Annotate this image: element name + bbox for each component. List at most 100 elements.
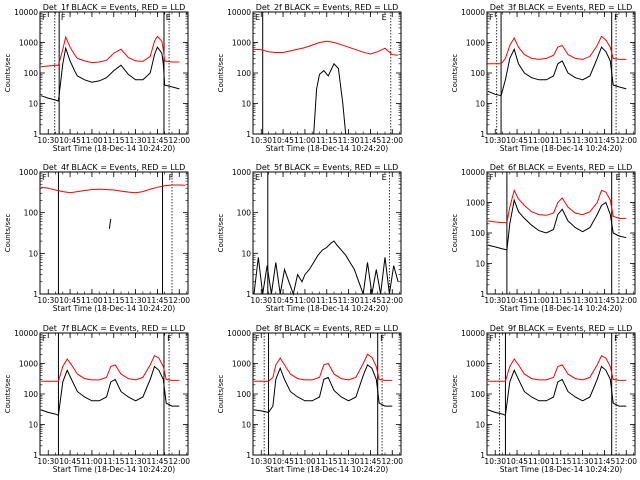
y-tick-label: 100 [237, 209, 252, 218]
x-tick-label: 11:15 [550, 296, 572, 305]
panel-title: Det_9f BLACK = Events, RED = LLD [490, 324, 633, 333]
flag-marker: F [167, 334, 172, 343]
x-tick-label: 11:45 [594, 296, 616, 305]
x-tick-label: 10:30 [250, 136, 272, 145]
flag-marker: F [614, 334, 619, 343]
x-tick-label: 11:30 [125, 296, 147, 305]
x-tick-label: 11:45 [360, 296, 382, 305]
y-tick-label: 100 [471, 390, 486, 399]
flag-marker: E [382, 13, 387, 22]
panel-title: Det_4f BLACK = Events, RED = LLD [43, 163, 186, 172]
flag-marker: E [255, 173, 260, 182]
flag-marker: F [61, 13, 66, 22]
x-tick-label: 10:45 [272, 457, 294, 466]
x-tick-label: 10:45 [506, 457, 528, 466]
y-tick-label: 10 [241, 421, 251, 430]
x-tick-label: 11:15 [316, 457, 338, 466]
x-tick-label: 11:30 [338, 296, 360, 305]
y-tick-label: 10000 [461, 168, 485, 177]
y-tick-label: 10000 [14, 8, 38, 17]
y-axis-label: Counts/sec [4, 54, 12, 93]
y-tick-label: 1000 [466, 39, 485, 48]
x-tick-label: 10:30 [37, 457, 59, 466]
x-tick-label: 10:30 [37, 136, 59, 145]
x-tick-label: 11:15 [316, 136, 338, 145]
events-series-line [253, 240, 399, 296]
flag-marker: E [382, 173, 387, 182]
x-tick-label: 11:30 [572, 136, 594, 145]
flag-marker: F [489, 13, 494, 22]
panel-title: Det_7f BLACK = Events, RED = LLD [43, 324, 186, 333]
x-tick-label: 11:45 [594, 136, 616, 145]
y-tick-label: 1 [480, 130, 485, 139]
x-tick-label: 10:30 [484, 136, 506, 145]
x-tick-label: 11:15 [316, 296, 338, 305]
y-tick-label: 1 [480, 451, 485, 460]
detector-panel-5: Det_5f BLACK = Events, RED = LLD 1 10 100 10… [217, 163, 403, 313]
x-axis-label: Start Time (18-Dec-14 10:24:20) [266, 304, 388, 313]
x-tick-label: 10:45 [272, 136, 294, 145]
events-series-line [40, 365, 180, 417]
x-tick-label: 11:45 [360, 457, 382, 466]
x-tick-label: 12:00 [615, 457, 637, 466]
detector-panel-2: Det_2f BLACK = Events, RED = LLD 1 10 100 10… [217, 3, 403, 153]
x-tick-label: 12:00 [168, 457, 190, 466]
y-axis-label: Counts/sec [451, 54, 459, 93]
x-tick-label: 11:00 [294, 136, 316, 145]
y-tick-label: 100 [471, 229, 486, 238]
y-tick-label: 10000 [461, 329, 485, 338]
y-axis-label: Counts/sec [4, 214, 12, 253]
x-tick-label: 12:00 [615, 136, 637, 145]
x-tick-label: 10:30 [484, 296, 506, 305]
detector-panel-7: Det_7f BLACK = Events, RED = LLD 1 10 100 10… [4, 324, 190, 474]
x-tick-label: 11:30 [572, 457, 594, 466]
x-tick-label: 11:15 [103, 457, 125, 466]
flag-marker: F [42, 334, 47, 343]
y-tick-label: 10000 [227, 8, 251, 17]
y-tick-label: 100 [237, 69, 252, 78]
y-tick-label: 1000 [232, 168, 251, 177]
y-tick-label: 1000 [19, 39, 38, 48]
events-series-line [108, 218, 112, 229]
y-axis-label: Counts/sec [451, 214, 459, 253]
lld-series-line [40, 184, 186, 194]
x-tick-label: 10:45 [59, 296, 81, 305]
plot-frame [252, 171, 402, 295]
events-series-line [313, 62, 347, 135]
x-tick-label: 11:00 [528, 136, 550, 145]
y-axis-label: Counts/sec [451, 375, 459, 414]
flag-marker: F [614, 13, 619, 22]
x-tick-label: 10:45 [506, 296, 528, 305]
panel-title: Det_5f BLACK = Events, RED = LLD [256, 163, 399, 172]
y-tick-label: 10000 [461, 8, 485, 17]
flag-marker: E [166, 13, 171, 22]
x-tick-label: 10:45 [59, 136, 81, 145]
y-tick-label: 1000 [19, 168, 38, 177]
detector-panel-9: Det_9f BLACK = Events, RED = LLD 1 10 100 10… [451, 324, 637, 474]
x-tick-label: 10:45 [59, 457, 81, 466]
detector-panel-3: Det_3f BLACK = Events, RED = LLD 1 10 100 10… [451, 3, 637, 153]
x-axis-label: Start Time (18-Dec-14 10:24:20) [500, 144, 622, 153]
x-axis-label: Start Time (18-Dec-14 10:24:20) [500, 465, 622, 474]
events-series-line [40, 46, 180, 102]
lld-series-line [40, 35, 180, 68]
plot-frame [39, 332, 189, 456]
y-tick-label: 10 [475, 421, 485, 430]
plot-frame [486, 332, 636, 456]
x-tick-label: 10:30 [250, 296, 272, 305]
events-series-line [253, 364, 393, 413]
x-tick-label: 10:30 [250, 457, 272, 466]
plot-frame [252, 332, 402, 456]
x-axis-label: Start Time (18-Dec-14 10:24:20) [53, 465, 175, 474]
plot-frame [486, 11, 636, 135]
detector-panel-4: Det_4f BLACK = Events, RED = LLD 1 10 100 10… [4, 163, 190, 313]
events-series-line [487, 46, 627, 97]
y-tick-label: 10000 [14, 329, 38, 338]
panel-title: Det_2f BLACK = Events, RED = LLD [256, 3, 399, 12]
x-tick-label: 11:30 [572, 296, 594, 305]
x-tick-label: 12:00 [615, 296, 637, 305]
y-tick-label: 10 [28, 249, 38, 258]
y-tick-label: 1 [33, 451, 38, 460]
events-series-line [487, 198, 627, 251]
